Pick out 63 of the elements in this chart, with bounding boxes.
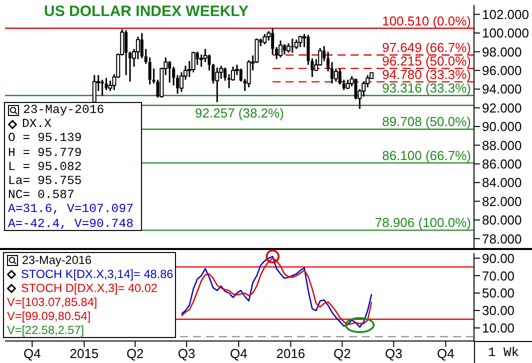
chart-title: US DOLLAR INDEX WEEKLY <box>44 3 248 20</box>
x-tick-label: Q3 <box>178 346 196 362</box>
x-tick-label: Q4 <box>437 346 454 362</box>
candlestick <box>294 38 298 50</box>
text: STOCH D[DX.X,3]= 40.02 <box>21 281 158 295</box>
y-tick-label: 100.000 <box>482 26 529 41</box>
y-tick-label: 90.00 <box>482 250 515 266</box>
annotation: O = 95.139 <box>8 131 82 146</box>
candlestick <box>346 79 350 90</box>
annotation: H = 95.779 <box>8 146 82 160</box>
candlestick <box>278 40 283 58</box>
y-tick-label: 96.000 <box>482 63 522 78</box>
text: 1 Wk <box>488 345 520 360</box>
ref-line-label: 97.649 (66.7%) <box>382 40 471 56</box>
candlestick <box>215 66 220 103</box>
y-tick-label: 50.00 <box>482 286 515 301</box>
y-tick-label: 98.000 <box>482 44 522 60</box>
y-tick-label: 94.000 <box>482 82 522 97</box>
annotation: NC= 0.587 <box>8 188 74 202</box>
annotation: 23-May-2016 <box>23 103 104 118</box>
x-tick-label: 2016 <box>276 346 306 362</box>
ref-line-label: 89.708 (50.0%) <box>382 114 471 130</box>
ref-line-label: 86.100 (66.7%) <box>382 148 471 163</box>
y-tick-label: 10.00 <box>482 320 515 336</box>
annotation: A=-42.4, V=90.748 <box>8 216 134 231</box>
annotation: V=[99.09,80.54] <box>7 309 92 323</box>
y-tick-label: 102.000 <box>482 6 529 22</box>
candlestick <box>148 56 152 86</box>
x-tick-label: Q3 <box>384 346 402 362</box>
candlestick <box>100 79 104 96</box>
y-tick-label: 92.000 <box>482 100 522 116</box>
candlestick <box>262 33 267 46</box>
series-label: STOCH K[DX.X,3,14]= 48.86 <box>21 267 174 281</box>
ref-line-label: 93.316 (33.3%) <box>382 80 471 96</box>
candlestick <box>286 42 290 54</box>
y-tick-label: 88.000 <box>482 138 522 153</box>
ref-line-label: 92.257 (38.2%) <box>195 106 284 121</box>
x-tick-label: Q4 <box>230 346 248 362</box>
y-tick-label: 86.000 <box>482 156 522 172</box>
x-tick-label: Q4 <box>23 346 41 362</box>
candlestick <box>191 50 196 74</box>
annotation: V=[22.58,2.57] <box>7 323 86 337</box>
annotation: DX.X <box>22 117 52 132</box>
y-tick-label: 82.000 <box>482 194 522 209</box>
y-tick-label: 30.00 <box>482 303 515 318</box>
annotation: 23-May-2016 <box>22 253 92 267</box>
y-tick-label: 80.000 <box>482 212 522 228</box>
ref-line-label: 78.906 (100.0%) <box>374 215 471 230</box>
y-tick-label: 70.00 <box>482 268 515 284</box>
ref-line-label: 100.510 (0.0%) <box>382 13 471 28</box>
y-tick-label: 84.000 <box>482 175 522 190</box>
annotation: La= 95.755 <box>8 174 82 188</box>
y-tick-label: 90.000 <box>482 119 522 134</box>
candlestick <box>104 77 108 91</box>
candlestick <box>246 59 251 88</box>
annotation: L = 95.082 <box>8 160 82 174</box>
y-tick-label: 78.000 <box>482 231 522 246</box>
candlestick <box>298 35 302 48</box>
annotation: A=31.6, V=107.097 <box>8 202 134 217</box>
x-tick-label: Q2 <box>126 346 144 362</box>
annotation: V=[103.07,85.84] <box>7 295 98 309</box>
x-tick-label: Q2 <box>334 346 351 362</box>
x-tick-label: 2015 <box>70 346 99 362</box>
